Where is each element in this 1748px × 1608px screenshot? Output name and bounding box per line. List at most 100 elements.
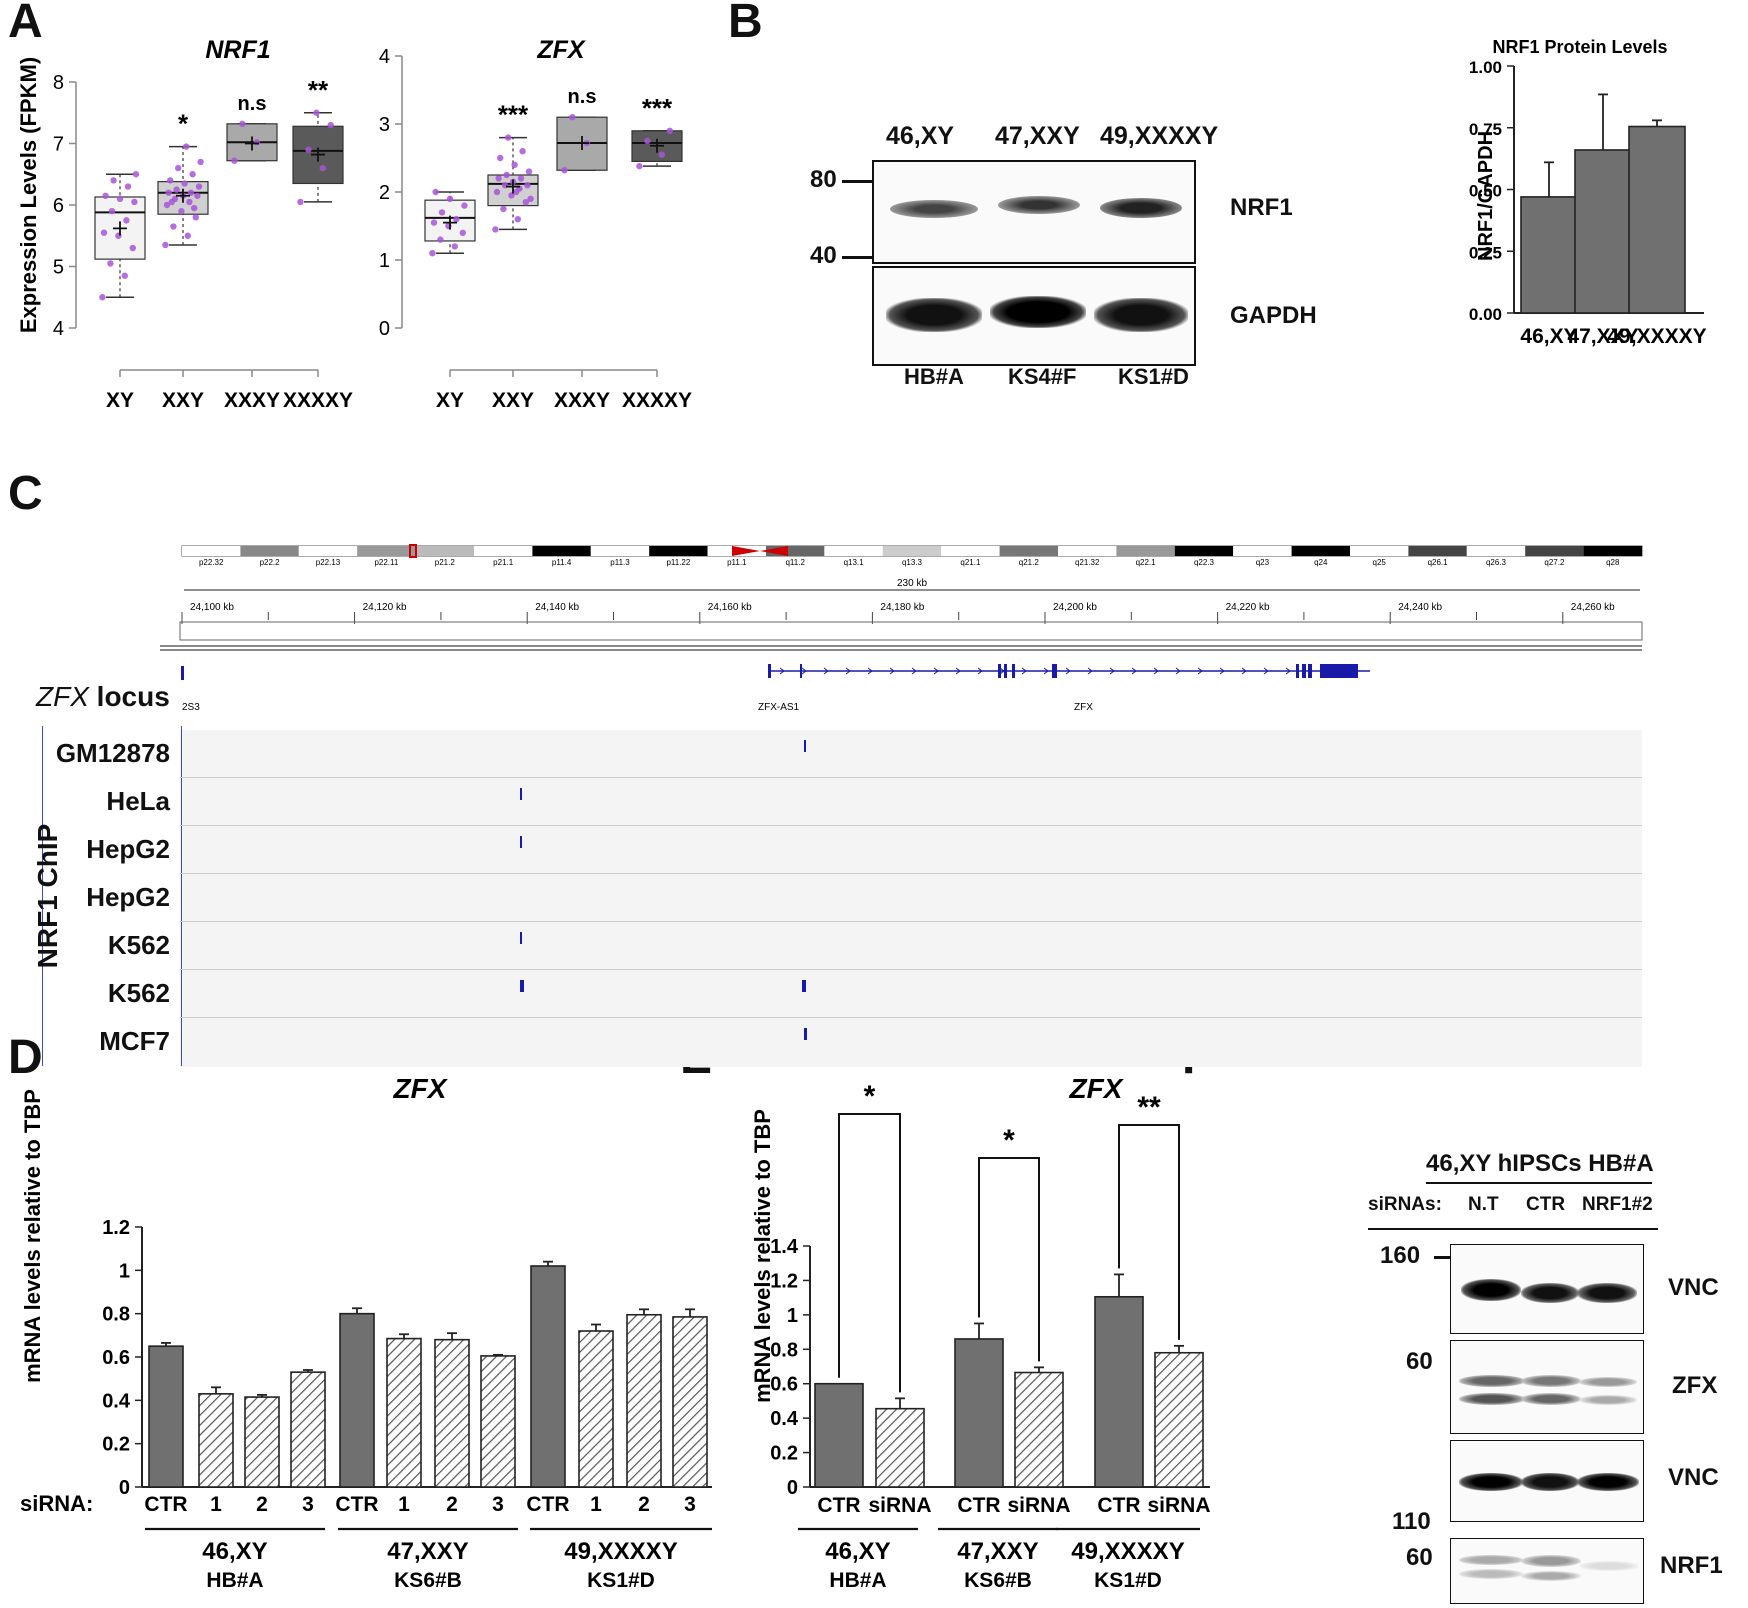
data-point: [429, 250, 436, 257]
band-label: q21.1: [960, 558, 981, 567]
gene-label: ZFX-AS1: [758, 702, 800, 713]
x-tick-label: XXXXY: [283, 389, 353, 412]
group-sublabel: KS6#B: [394, 1569, 462, 1592]
x-tick-label: CTR: [144, 1493, 187, 1516]
data-point: [165, 189, 172, 196]
x-tick-label: 47,XXY: [1567, 325, 1638, 348]
blot-title: 46,XY hIPSCs HB#A: [1426, 1150, 1654, 1177]
gene-label: 2S3: [182, 702, 200, 713]
data-point: [305, 146, 312, 153]
band-segment: [1350, 546, 1409, 556]
chip-peak: [520, 836, 522, 848]
y-tick-label: 0.75: [1469, 120, 1502, 139]
data-point: [519, 148, 526, 155]
genome-browser: p22.32 p22.2 p22.13 p22.11 p21.2 p21.1 p11.4 p1…: [0, 530, 1748, 1070]
data-point: [191, 204, 198, 212]
lane-label: N.T: [1468, 1194, 1499, 1215]
mw-marker: 160: [1380, 1242, 1421, 1269]
ruler-frame: [179, 621, 1643, 641]
mean-marker: [311, 147, 325, 162]
significance-bracket: [838, 1113, 901, 1393]
data-point: [524, 182, 531, 189]
data-point: [167, 177, 174, 184]
y-tick-label: 4: [379, 46, 390, 68]
western-blot-f: 46,XY hIPSCs HB#A siRNAs: N.T CTR NRF1#2…: [1350, 1150, 1748, 1608]
x-tick-label: 3: [684, 1493, 696, 1516]
gene-exon: [768, 664, 771, 678]
data-point: [500, 205, 507, 213]
data-point: [644, 137, 651, 145]
track-divider: [180, 1017, 1642, 1018]
locus-label: ZFX locus: [36, 681, 170, 712]
band-segment: [298, 546, 358, 556]
bar: [1574, 149, 1632, 314]
strand-arrow: [1263, 667, 1269, 675]
ruler-label: 24,140 kb: [535, 602, 579, 613]
chip-peak: [520, 788, 522, 800]
significance-bracket: [1118, 1124, 1180, 1340]
y-tick-label: 0.50: [1469, 182, 1502, 201]
data-point: [187, 189, 195, 196]
x-tick-label: XY: [106, 389, 134, 412]
chip-track-label: K562: [107, 930, 170, 960]
data-point: [189, 171, 196, 178]
significance-bracket: [978, 1157, 1040, 1362]
bar: [530, 1265, 566, 1488]
x-tick-label: 2: [446, 1493, 458, 1516]
track-divider: [180, 777, 1642, 778]
vnc-blot-top: [1450, 1244, 1644, 1334]
band-label: p21.1: [493, 558, 514, 567]
y-tick-label: 1: [379, 250, 390, 272]
data-point: [110, 177, 117, 184]
data-point: [461, 202, 468, 209]
data-point: [492, 226, 499, 233]
nrf1-blot: [872, 160, 1196, 264]
data-point: [197, 158, 204, 166]
data-point: [184, 232, 191, 239]
x-tick-label: XXXY: [224, 389, 280, 412]
band-segment: [182, 546, 241, 556]
data-point: [175, 164, 182, 172]
x-tick-label: CTR: [526, 1493, 569, 1516]
band-label: q13.1: [844, 558, 865, 567]
centromere: [732, 546, 788, 556]
data-point: [131, 198, 138, 206]
strand-arrow: [933, 667, 939, 675]
data-point: [178, 207, 185, 215]
band-label: VNC: [1668, 1274, 1719, 1301]
y-tick-label: 0: [787, 1477, 798, 1499]
y-tick-label: 4: [53, 318, 64, 340]
bar: [672, 1316, 708, 1488]
chip-track-label: K562: [107, 978, 170, 1008]
band-segment: [1583, 546, 1642, 556]
data-point: [666, 127, 673, 134]
data-point: [108, 207, 116, 215]
data-point: [313, 109, 320, 116]
band-label: q27.2: [1544, 558, 1565, 567]
group-label: 49,XXXXY: [564, 1538, 677, 1565]
data-point: [522, 199, 529, 206]
mean-marker: [443, 215, 457, 230]
bar: [434, 1338, 470, 1488]
band-label: p22.13: [316, 558, 341, 567]
y-tick-label: 0.6: [102, 1347, 130, 1369]
chart-title: ZFX: [536, 36, 586, 64]
band-segment: [1233, 546, 1292, 556]
x-tick-label: siRNA: [1007, 1494, 1070, 1517]
y-axis-label: Expression Levels (FPKM): [16, 57, 41, 333]
data-point: [636, 162, 643, 170]
ruler-label: 24,220 kb: [1226, 602, 1270, 613]
data-point: [192, 214, 199, 221]
cell-line-label: HB#A: [904, 364, 964, 389]
data-point: [163, 201, 171, 209]
data-point: [239, 120, 246, 128]
data-point: [231, 157, 238, 164]
zfx-sirna-barplot: ZFX mRNA levels relative to TBP 0 0.2 0.4 0.6…: [20, 1073, 712, 1592]
data-point: [181, 180, 188, 187]
band-segment: [1525, 546, 1584, 556]
data-point: [102, 192, 109, 199]
group-sublabel: KS1#D: [1094, 1569, 1162, 1592]
strand-arrow: [1153, 667, 1159, 675]
band-segment: [415, 546, 474, 556]
data-point: [116, 195, 124, 203]
